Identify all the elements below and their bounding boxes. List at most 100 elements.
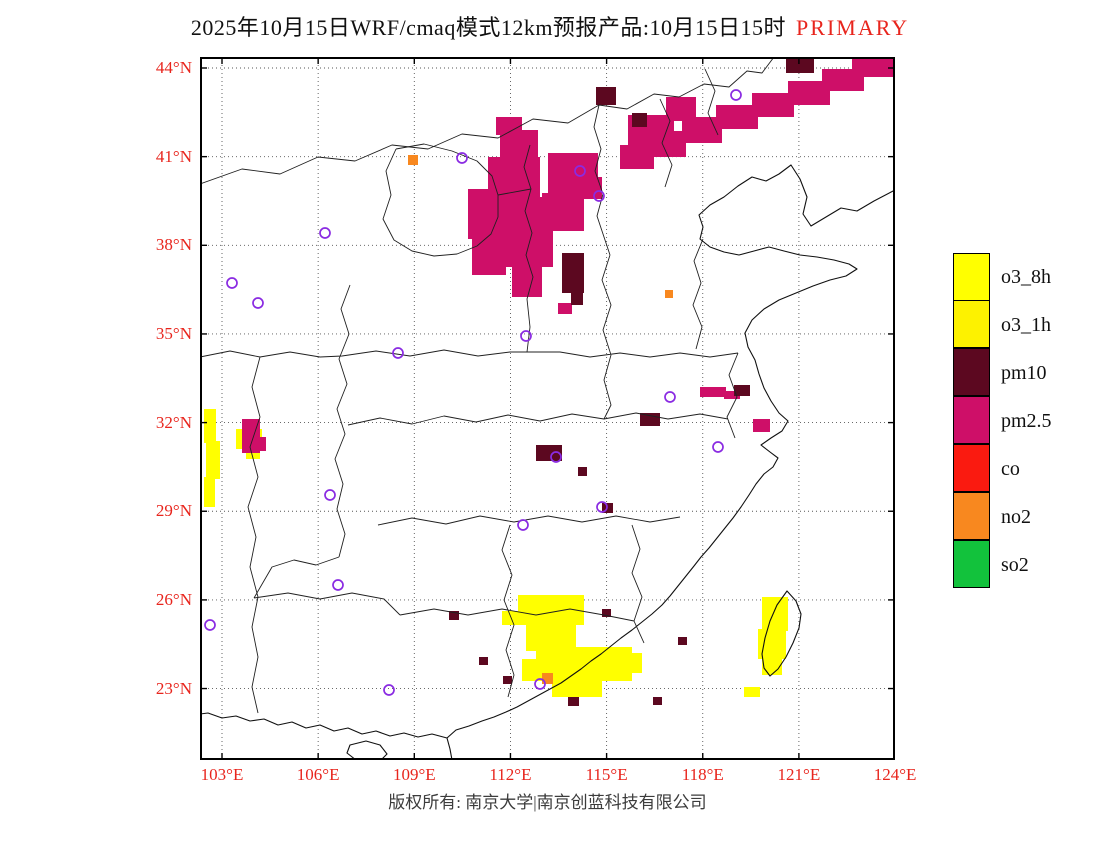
pollution-patch-pm10 bbox=[678, 637, 687, 645]
legend-swatch bbox=[953, 540, 990, 589]
legend-label: o3_1h bbox=[1001, 313, 1051, 336]
legend-swatch bbox=[953, 444, 990, 493]
pollution-patch-pm2.5 bbox=[666, 97, 696, 121]
pollution-patch-pm2.5 bbox=[500, 130, 538, 160]
lon-tick-label: 124°E bbox=[873, 765, 917, 784]
legend-swatch bbox=[953, 396, 990, 445]
station-marker bbox=[324, 489, 336, 501]
legend-label: co bbox=[1001, 457, 1020, 480]
station-marker bbox=[574, 165, 586, 177]
pollution-patch-pm2.5 bbox=[852, 57, 895, 77]
map-area bbox=[200, 57, 895, 760]
pollution-patch-o3_8h bbox=[204, 409, 216, 443]
lon-tick-label: 121°E bbox=[777, 765, 821, 784]
pollution-patch-pm10 bbox=[503, 676, 512, 684]
national-border-path bbox=[200, 57, 775, 185]
legend-item-pm2.5: pm2.5 bbox=[953, 396, 1052, 445]
pollution-patch-o3_8h bbox=[204, 477, 215, 507]
station-marker bbox=[534, 678, 546, 690]
province-borders-path bbox=[200, 68, 739, 714]
lat-tick-label: 35°N bbox=[155, 323, 192, 343]
stations-layer bbox=[204, 89, 742, 696]
pollution-overlay-layer bbox=[204, 57, 895, 706]
station-marker bbox=[456, 152, 468, 164]
pollution-patch-pm2.5 bbox=[256, 437, 266, 451]
lon-tick-label: 103°E bbox=[200, 765, 244, 784]
pollution-patch-pm10 bbox=[632, 113, 647, 127]
lat-tick-label: 44°N bbox=[155, 58, 192, 77]
station-marker bbox=[252, 297, 264, 309]
lon-tick-label: 118°E bbox=[681, 765, 724, 784]
legend-item-o3_8h: o3_8h bbox=[953, 253, 1052, 301]
pollution-patch-pm2.5 bbox=[468, 189, 508, 239]
legend-label: no2 bbox=[1001, 505, 1031, 528]
pollution-patch-pm2.5 bbox=[753, 419, 770, 432]
station-marker bbox=[392, 347, 404, 359]
legend-item-pm10: pm10 bbox=[953, 348, 1052, 397]
page-title: 2025年10月15日WRF/cmaq模式12km预报产品:10月15日15时 P… bbox=[0, 10, 1100, 42]
lon-tick-label: 115°E bbox=[585, 765, 628, 784]
forecast-map bbox=[200, 57, 895, 760]
station-marker bbox=[730, 89, 742, 101]
station-marker bbox=[517, 519, 529, 531]
legend-item-so2: so2 bbox=[953, 540, 1052, 589]
pollution-patch-pm2.5 bbox=[700, 387, 726, 397]
pollution-patch-pm2.5 bbox=[716, 105, 758, 129]
lon-tick-label: 109°E bbox=[392, 765, 436, 784]
lat-tick-label: 23°N bbox=[155, 678, 192, 698]
legend-label: so2 bbox=[1001, 553, 1029, 576]
coastline-path bbox=[446, 164, 895, 760]
lat-tick-label: 38°N bbox=[155, 235, 192, 255]
title-text: 2025年10月15日WRF/cmaq模式12km预报产品:10月15日15时 bbox=[190, 15, 787, 40]
pollution-patch-pm10 bbox=[562, 253, 584, 293]
pollution-patch-pm10 bbox=[449, 611, 459, 620]
legend-item-no2: no2 bbox=[953, 492, 1052, 541]
lat-tick-label: 26°N bbox=[155, 589, 192, 609]
station-marker bbox=[596, 501, 608, 513]
pollution-patch-pm2.5 bbox=[472, 235, 506, 275]
pollution-patch-o3_8h bbox=[206, 441, 220, 479]
legend-item-co: co bbox=[953, 444, 1052, 493]
lon-tick-label: 106°E bbox=[296, 765, 340, 784]
pollution-patch-pm10 bbox=[786, 57, 814, 73]
pollution-patch-pm2.5 bbox=[512, 265, 542, 297]
legend-swatch bbox=[953, 492, 990, 541]
pollution-patch-pm10 bbox=[734, 385, 750, 396]
pollution-patch-no2 bbox=[542, 673, 553, 684]
legend-swatch bbox=[953, 300, 990, 349]
copyright-footer: 版权所有: 南京大学|南京创蓝科技有限公司 bbox=[388, 793, 707, 812]
pollution-patch-pm2.5 bbox=[584, 177, 602, 199]
pollution-patch-o3_8h bbox=[762, 597, 788, 631]
pollution-patch-pm10 bbox=[568, 697, 579, 706]
pollution-patch-o3_8h bbox=[744, 687, 760, 697]
pollution-patch-pm10 bbox=[479, 657, 488, 665]
pollution-patch-pm10 bbox=[653, 697, 662, 705]
pollution-patch-o3_8h bbox=[762, 657, 782, 675]
lon-tick-label: 112°E bbox=[489, 765, 532, 784]
legend-label: o3_8h bbox=[1001, 265, 1051, 288]
pollution-patch-pm10 bbox=[640, 413, 660, 426]
lat-tick-label: 32°N bbox=[155, 412, 192, 432]
hainan-island-path bbox=[346, 740, 388, 760]
legend-item-o3_1h: o3_1h bbox=[953, 300, 1052, 349]
legend-swatch bbox=[953, 348, 990, 397]
pollution-patch-pm10 bbox=[578, 467, 587, 476]
legend-label: pm10 bbox=[1001, 361, 1047, 384]
pollution-patch-pm10 bbox=[571, 293, 583, 305]
station-marker bbox=[383, 684, 395, 696]
lat-tick-label: 41°N bbox=[155, 146, 192, 166]
station-marker bbox=[712, 441, 724, 453]
station-marker bbox=[226, 277, 238, 289]
lat-tick-label: 29°N bbox=[155, 501, 192, 521]
pollution-patch-no2 bbox=[408, 155, 418, 165]
south-coastline-path bbox=[200, 712, 448, 739]
map-frame-border bbox=[200, 57, 895, 760]
legend-label: pm2.5 bbox=[1001, 409, 1052, 432]
pollution-patch-pm10 bbox=[602, 609, 611, 617]
station-marker bbox=[593, 190, 605, 202]
pollution-patch-pm2.5 bbox=[752, 93, 794, 117]
pollution-patch-pm2.5 bbox=[542, 193, 584, 231]
station-marker bbox=[204, 619, 216, 631]
legend-swatch bbox=[953, 253, 990, 301]
